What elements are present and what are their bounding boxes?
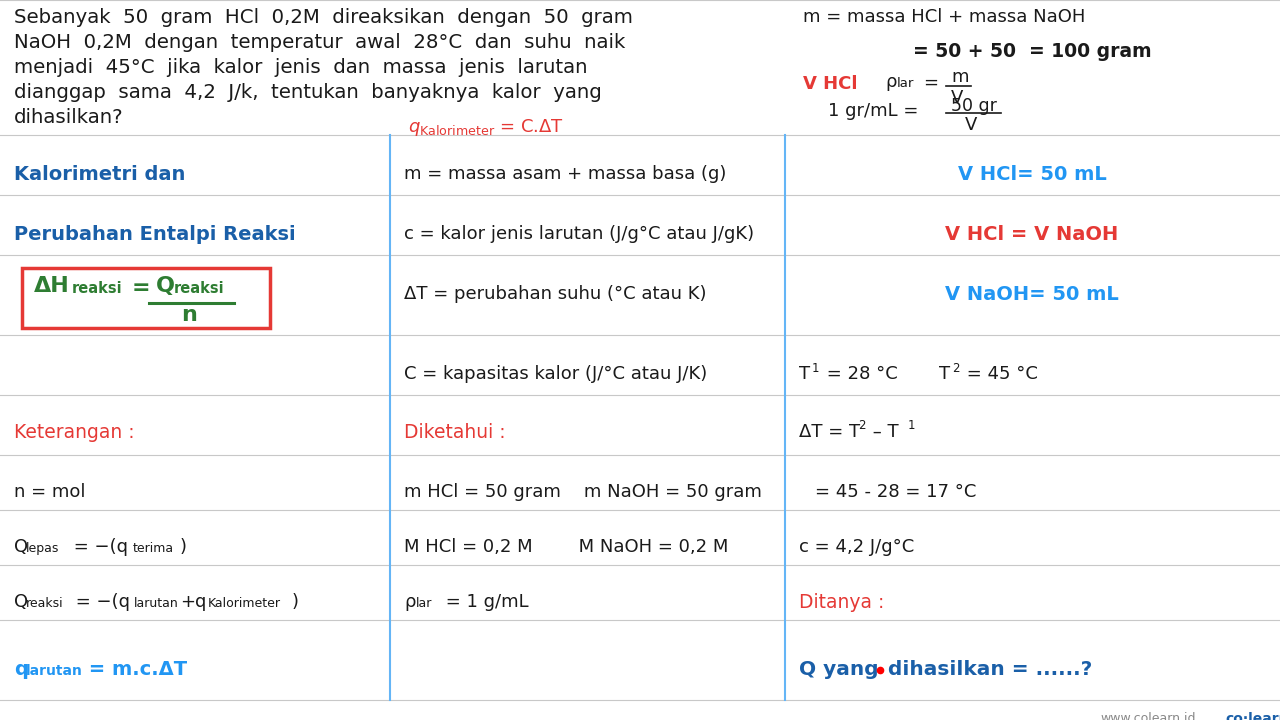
Text: T: T — [940, 365, 950, 383]
Text: reaksi: reaksi — [72, 281, 123, 296]
Text: terima: terima — [133, 542, 174, 555]
Text: $q_{\mathrm{Kalorimeter}}$ = C.ΔT: $q_{\mathrm{Kalorimeter}}$ = C.ΔT — [408, 117, 564, 138]
Text: = −(q: = −(q — [68, 538, 128, 556]
Text: n = mol: n = mol — [14, 483, 86, 501]
Text: co·learn: co·learn — [1225, 712, 1280, 720]
Text: +q: +q — [180, 593, 206, 611]
Text: C = kapasitas kalor (J/°C atau J/K): C = kapasitas kalor (J/°C atau J/K) — [404, 365, 708, 383]
Text: = 45 - 28 = 17 °C: = 45 - 28 = 17 °C — [815, 483, 977, 501]
Text: 1 gr/mL =: 1 gr/mL = — [828, 102, 918, 120]
Text: Sebanyak  50  gram  HCl  0,2M  direaksikan  dengan  50  gram: Sebanyak 50 gram HCl 0,2M direaksikan de… — [14, 8, 632, 27]
Text: V: V — [951, 89, 964, 107]
Text: 1: 1 — [908, 419, 915, 432]
Text: Q: Q — [14, 538, 28, 556]
Text: m = massa asam + massa basa (g): m = massa asam + massa basa (g) — [404, 165, 726, 183]
Text: 50 gr: 50 gr — [951, 97, 997, 115]
Text: lar: lar — [897, 77, 914, 90]
Text: 1: 1 — [812, 362, 819, 375]
Text: Ditanya :: Ditanya : — [799, 593, 884, 612]
Text: M HCl = 0,2 M        M NaOH = 0,2 M: M HCl = 0,2 M M NaOH = 0,2 M — [404, 538, 728, 556]
Text: ): ) — [180, 538, 187, 556]
Text: =: = — [132, 278, 151, 298]
Text: V HCl = V NaOH: V HCl = V NaOH — [946, 225, 1119, 244]
Text: =: = — [923, 74, 938, 92]
Text: lar: lar — [416, 597, 433, 610]
Text: larutan: larutan — [134, 597, 179, 610]
Text: Q yang: Q yang — [799, 660, 878, 679]
Text: – T: – T — [867, 423, 899, 441]
Text: dianggap  sama  4,2  J/k,  tentukan  banyaknya  kalor  yang: dianggap sama 4,2 J/k, tentukan banyakny… — [14, 83, 602, 102]
Text: q: q — [14, 660, 28, 679]
Text: Perubahan Entalpi Reaksi: Perubahan Entalpi Reaksi — [14, 225, 296, 244]
Text: reaksi: reaksi — [26, 597, 64, 610]
Text: T: T — [799, 365, 810, 383]
Text: m HCl = 50 gram    m NaOH = 50 gram: m HCl = 50 gram m NaOH = 50 gram — [404, 483, 762, 501]
Text: = m.c.ΔT: = m.c.ΔT — [82, 660, 187, 679]
Text: = −(q: = −(q — [70, 593, 131, 611]
Text: dihasilkan = ......?: dihasilkan = ......? — [888, 660, 1092, 679]
Text: menjadi  45°C  jika  kalor  jenis  dan  massa  jenis  larutan: menjadi 45°C jika kalor jenis dan massa … — [14, 58, 588, 77]
Text: V: V — [965, 116, 978, 134]
Text: larutan: larutan — [26, 664, 83, 678]
Text: ΔT = T: ΔT = T — [799, 423, 860, 441]
Text: Keterangan :: Keterangan : — [14, 423, 134, 442]
Text: = 1 g/mL: = 1 g/mL — [440, 593, 529, 611]
Text: Diketahui :: Diketahui : — [404, 423, 506, 442]
Text: dihasilkan?: dihasilkan? — [14, 108, 124, 127]
Text: V HCl= 50 mL: V HCl= 50 mL — [957, 165, 1106, 184]
Text: ): ) — [292, 593, 300, 611]
Text: c = kalor jenis larutan (J/g°C atau J/gK): c = kalor jenis larutan (J/g°C atau J/gK… — [404, 225, 754, 243]
Text: m = massa HCl + massa NaOH: m = massa HCl + massa NaOH — [803, 8, 1085, 26]
Text: = 45 °C: = 45 °C — [961, 365, 1038, 383]
Text: ρ: ρ — [404, 593, 416, 611]
Text: Q: Q — [14, 593, 28, 611]
Text: ΔH: ΔH — [35, 276, 69, 296]
Text: reaksi: reaksi — [174, 281, 224, 296]
Text: c = 4,2 J/g°C: c = 4,2 J/g°C — [799, 538, 914, 556]
Text: = 50 + 50  = 100 gram: = 50 + 50 = 100 gram — [913, 42, 1151, 61]
Text: 2: 2 — [952, 362, 960, 375]
Text: NaOH  0,2M  dengan  temperatur  awal  28°C  dan  suhu  naik: NaOH 0,2M dengan temperatur awal 28°C da… — [14, 33, 626, 52]
Text: = 28 °C: = 28 °C — [820, 365, 897, 383]
Text: ΔT = perubahan suhu (°C atau K): ΔT = perubahan suhu (°C atau K) — [404, 285, 707, 303]
Text: lepas: lepas — [26, 542, 59, 555]
FancyBboxPatch shape — [22, 268, 270, 328]
Text: Kalorimeter: Kalorimeter — [207, 597, 282, 610]
Text: V HCl: V HCl — [803, 75, 858, 93]
Text: V NaOH= 50 mL: V NaOH= 50 mL — [945, 285, 1119, 304]
Text: Kalorimetri dan: Kalorimetri dan — [14, 165, 186, 184]
Text: n: n — [180, 305, 197, 325]
Text: ρ: ρ — [884, 73, 896, 91]
Text: www.colearn.id: www.colearn.id — [1100, 712, 1196, 720]
Text: m: m — [951, 68, 969, 86]
Text: 2: 2 — [858, 419, 865, 432]
Text: Q: Q — [156, 276, 175, 296]
